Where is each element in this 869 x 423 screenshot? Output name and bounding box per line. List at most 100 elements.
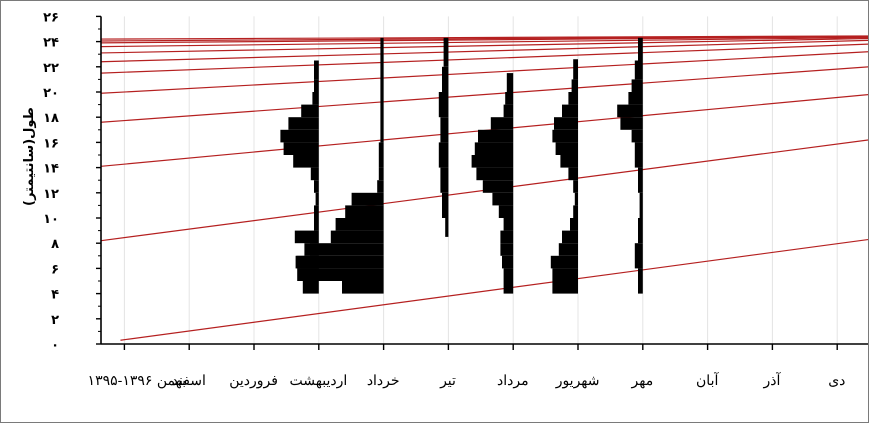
y-tick-label: ۲۶: [43, 10, 59, 25]
histogram-bar: [503, 281, 514, 294]
growth-curve: [100, 36, 868, 44]
histogram-bar: [555, 142, 578, 155]
x-tick-label: آذر: [763, 371, 782, 389]
histogram-bar: [380, 92, 384, 143]
histogram-bar: [554, 117, 578, 130]
histogram-bar: [314, 218, 319, 231]
histogram-bar: [568, 92, 578, 105]
histogram-bar: [294, 230, 319, 244]
histogram-bar: [500, 243, 514, 256]
y-axis-label: طول(سانتیمتر): [22, 107, 37, 206]
histogram-bar: [620, 117, 643, 130]
histogram-bar: [558, 243, 578, 256]
histogram-bar: [573, 180, 578, 193]
histogram-bar: [634, 243, 643, 269]
histogram-bar: [638, 167, 643, 193]
histogram-bar: [310, 167, 319, 181]
y-tick-label: ۱۸: [43, 111, 59, 126]
histogram-bar: [315, 192, 319, 206]
histogram-bar: [502, 255, 514, 269]
x-tick-label: خرداد: [367, 373, 400, 389]
y-tick-label: ۴: [51, 288, 59, 303]
y-tick-label: ۰: [51, 338, 59, 353]
histogram-bar: [617, 104, 643, 118]
histogram-bar: [503, 268, 514, 281]
histogram-bar: [573, 205, 578, 218]
y-tick-label: ۲۲: [43, 61, 59, 76]
x-tick-label: اسفند: [172, 373, 206, 389]
growth-curve: [120, 238, 868, 341]
histogram-bar: [490, 117, 514, 130]
x-tick-label: فروردین: [229, 373, 278, 389]
histogram-bar: [634, 142, 643, 168]
histogram-bar: [301, 104, 319, 118]
histogram-bar: [288, 117, 319, 130]
histogram-bar: [295, 255, 384, 269]
histogram-bar: [560, 155, 578, 168]
y-tick-label: ۱۴: [43, 162, 59, 177]
histogram-bar: [314, 180, 319, 193]
histogram-bar: [378, 155, 384, 168]
histogram-bar: [378, 142, 384, 155]
histogram-bar: [500, 230, 514, 244]
growth-curve: [100, 51, 868, 94]
x-tick-label: مهر: [631, 373, 654, 389]
histogram-bar: [378, 167, 384, 181]
x-tick-label: آبان: [696, 371, 719, 389]
x-tick-label: اردیبهشت: [290, 373, 348, 389]
y-tick-label: ۸: [51, 237, 59, 252]
histogram-bar: [440, 117, 449, 143]
histogram-bar: [377, 180, 384, 193]
histogram-bar: [335, 218, 384, 231]
histogram-bar: [638, 268, 643, 294]
histogram-bar: [574, 192, 578, 206]
histogram-bar: [302, 281, 319, 294]
histogram-bar: [568, 167, 578, 181]
length-histograms: [280, 37, 643, 294]
histogram-bar: [550, 255, 578, 269]
histogram-bar: [351, 192, 384, 206]
growth-curve: [100, 37, 868, 54]
histogram-bar: [570, 218, 578, 231]
histogram-bar: [639, 192, 643, 218]
x-tick-label: دی: [828, 373, 845, 389]
histogram-bar: [293, 155, 319, 168]
histogram-bar: [443, 37, 449, 67]
histogram-bar: [638, 218, 643, 244]
histogram-bar: [628, 92, 643, 105]
histogram-bar: [445, 218, 449, 237]
histogram-bar: [571, 79, 578, 92]
histogram-bar: [442, 66, 449, 92]
growth-curve: [100, 35, 868, 40]
histogram-bar: [631, 129, 643, 143]
growth-curve: [100, 39, 868, 63]
histogram-bar: [503, 104, 514, 118]
y-tick-label: ۱۰: [43, 212, 59, 227]
histogram-bar: [478, 129, 514, 143]
histogram-bar: [471, 155, 514, 168]
histogram-bar: [552, 281, 578, 294]
histogram-bar: [314, 60, 319, 80]
histogram-bar: [573, 59, 578, 80]
x-tick-label: مرداد: [497, 373, 529, 389]
histogram-bar: [638, 37, 643, 61]
histogram-bar: [440, 167, 449, 193]
histogram-bar: [283, 142, 319, 155]
histogram-bar: [280, 129, 319, 143]
histogram-bar: [380, 37, 384, 92]
histogram-bar: [503, 218, 514, 231]
histogram-bar: [345, 205, 384, 218]
histogram-bar: [482, 180, 514, 193]
y-tick-label: ۱۶: [43, 136, 59, 151]
x-tick-label: شهریور: [555, 373, 600, 389]
histogram-bar: [330, 230, 384, 244]
histogram-bar: [297, 268, 384, 281]
x-tick-label: بهمن ۱۳۹۶-۱۳۹۵: [88, 373, 186, 389]
histogram-bar: [505, 92, 514, 105]
histogram-bar: [506, 73, 514, 92]
histogram-bar: [476, 167, 514, 181]
y-tick-label: ۶: [51, 262, 59, 277]
